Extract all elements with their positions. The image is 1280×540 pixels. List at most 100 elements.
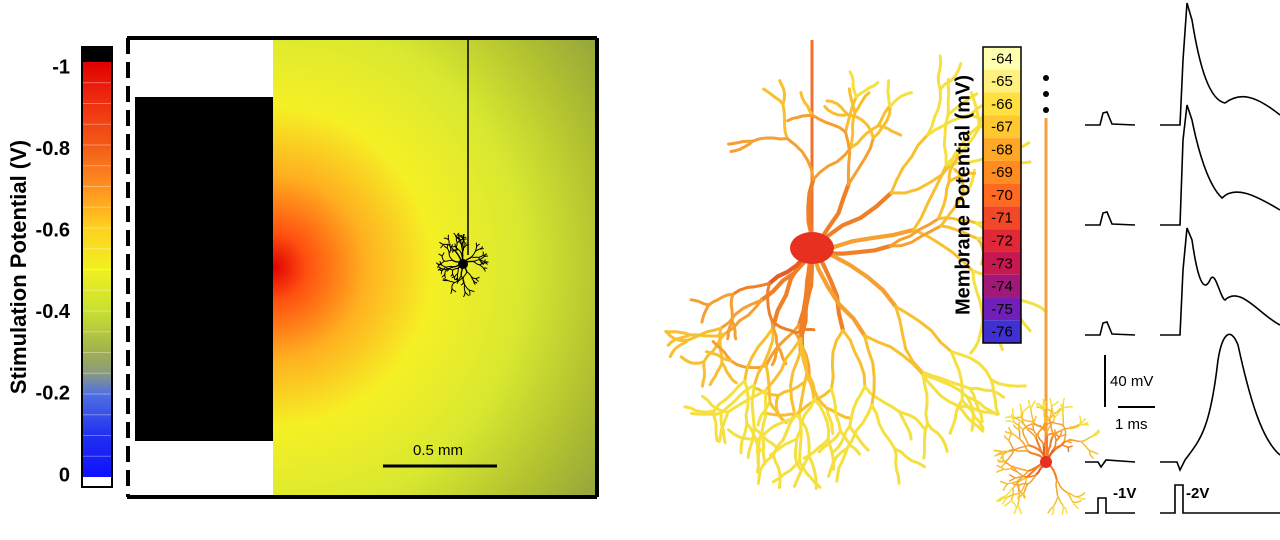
dendrite: [1010, 499, 1018, 509]
dendrite: [483, 259, 486, 264]
dendrite: [922, 422, 930, 460]
colorbar-tick-label: -1: [52, 56, 70, 78]
dendrite: [1066, 445, 1073, 448]
dendrite: [729, 292, 735, 323]
dendrite: [720, 361, 738, 385]
colorbar-tick-label: -0.8: [36, 138, 70, 160]
trace: [1160, 227, 1280, 336]
dendrite: [854, 80, 880, 99]
dendrite: [939, 192, 965, 228]
colorbar-tick-label: -65: [991, 73, 1013, 90]
dendrite: [437, 266, 443, 270]
dendrite: [1004, 430, 1013, 435]
dendrite: [807, 374, 829, 410]
dendrite: [996, 464, 1005, 470]
dendrite: [876, 103, 893, 128]
dendrite: [770, 319, 798, 335]
dendrite: [450, 288, 453, 294]
dendrite: [458, 234, 461, 240]
dendrite: [1056, 479, 1068, 494]
dendrite: [1017, 490, 1021, 500]
dendrite: [888, 91, 914, 108]
dendrite: [1011, 416, 1022, 419]
dendrite: [889, 163, 953, 195]
dendrite: [936, 216, 978, 225]
dendrite: [897, 410, 913, 441]
dendrite: [1003, 435, 1010, 442]
dendrite: [668, 338, 690, 359]
dendrite: [751, 136, 789, 143]
dendrite: [1035, 402, 1044, 410]
dendrite: [446, 247, 450, 254]
dendrite: [1031, 415, 1037, 425]
dendrite: [863, 334, 925, 377]
dendrite: [711, 340, 733, 363]
dendrite: [1004, 416, 1015, 419]
dendrite: [826, 446, 849, 478]
dendrite: [1002, 483, 1009, 491]
dendrite: [832, 424, 852, 453]
dendrite: [765, 411, 799, 417]
dendrite: [1022, 429, 1030, 446]
dendrite: [1012, 466, 1029, 472]
traces: 40 mV 1 ms -1V -2V: [1085, 2, 1280, 514]
dendrite: [795, 397, 816, 441]
dendrite: [817, 429, 842, 454]
dendrite: [811, 145, 853, 181]
dendrite: [1013, 424, 1020, 431]
dendrite: [989, 378, 1000, 416]
dendrite: [460, 242, 464, 252]
dendrite: [1091, 429, 1100, 437]
dendrite: [451, 288, 457, 293]
dendrite: [457, 249, 463, 255]
dendrite: [846, 136, 875, 187]
dendrite: [1008, 474, 1016, 479]
neuron-morphology-small: [993, 397, 1101, 516]
dendrite: [863, 385, 901, 414]
dendrite: [936, 54, 943, 91]
dendrite: [1012, 476, 1028, 489]
colorbar-cap: [82, 47, 112, 62]
dendrite: [936, 180, 951, 221]
dendrite: [1044, 435, 1054, 462]
dendrite: [1043, 427, 1048, 436]
dendrite: [1072, 501, 1079, 510]
dendrite: [956, 404, 995, 415]
dendrite: [926, 422, 949, 453]
dendrite: [1003, 499, 1013, 507]
trace: [1085, 321, 1136, 336]
dendrite: [847, 87, 857, 115]
dendrite: [456, 267, 459, 275]
dendrite: [461, 236, 467, 240]
dendrite: [993, 449, 1003, 453]
dendrite: [750, 383, 756, 430]
dendrite: [1010, 414, 1015, 424]
dendrite: [786, 113, 815, 123]
colorbar-cell: [983, 138, 1021, 161]
dendrite: [1062, 412, 1065, 427]
dendrite: [1051, 506, 1055, 516]
dendrite: [771, 453, 782, 489]
dendrite: [999, 480, 1009, 485]
dendrite: [965, 395, 999, 416]
dendrite: [770, 319, 780, 349]
dendrite: [770, 345, 780, 367]
dendrite: [452, 273, 454, 277]
dendrite: [439, 241, 445, 245]
dendrite: [848, 424, 870, 452]
dendrite: [452, 267, 459, 271]
dendrite: [448, 247, 452, 254]
dendrite: [704, 350, 733, 363]
dendrite: [451, 282, 455, 290]
dendrite: [443, 259, 453, 262]
dendrite: [848, 385, 867, 428]
dendrite: [781, 412, 799, 443]
colorbar-tick-label: -0.4: [36, 301, 71, 323]
dendrite: [788, 344, 804, 415]
scale-label: 40 mV: [1110, 373, 1153, 390]
dendrite: [440, 269, 443, 275]
ellipsis-dot: [1043, 91, 1049, 97]
dendrite: [455, 232, 460, 238]
dendrite: [1003, 487, 1014, 498]
dendrite: [1012, 444, 1030, 452]
